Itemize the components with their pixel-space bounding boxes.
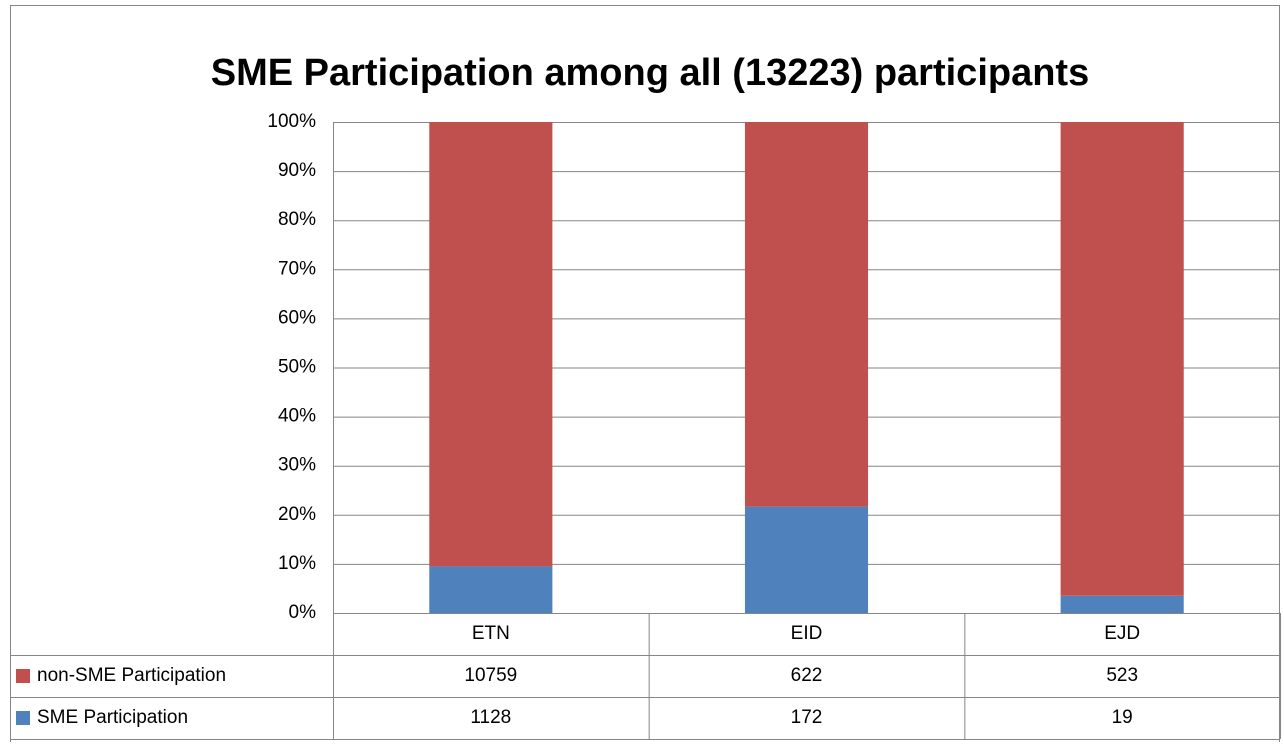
y-tick-label: 0% (289, 602, 317, 623)
y-tick-label: 80% (278, 209, 316, 230)
table-value: 622 (791, 665, 823, 686)
bar-segment (744, 122, 869, 507)
y-tick-label: 50% (278, 357, 316, 378)
table-value: 10759 (464, 665, 517, 686)
y-tick-label: 90% (278, 160, 316, 181)
x-tick-label: EID (791, 623, 823, 644)
y-tick-label: 20% (278, 504, 316, 525)
bar-segment (429, 566, 553, 613)
y-tick-label: 10% (278, 553, 316, 574)
y-tick-label: 100% (267, 111, 316, 132)
table-value: 523 (1106, 665, 1138, 686)
y-tick-label: 30% (278, 455, 316, 476)
x-tick-label: EJD (1104, 623, 1140, 644)
table-value: 19 (1112, 707, 1133, 728)
table-value: 1128 (470, 707, 511, 728)
legend-label: SME Participation (37, 707, 188, 728)
bar-segment (1060, 122, 1184, 596)
y-tick-label: 60% (278, 307, 316, 328)
legend-swatch (16, 711, 30, 725)
table-value: 172 (791, 707, 823, 728)
legend-label: non-SME Participation (37, 665, 226, 686)
y-tick-label: 70% (278, 258, 316, 279)
bar-segment (1060, 595, 1184, 613)
bar-segment (744, 506, 869, 613)
bar-segment (429, 122, 553, 567)
x-tick-label: ETN (472, 623, 510, 644)
y-tick-label: 40% (278, 406, 316, 427)
chart-title: SME Participation among all (13223) part… (211, 52, 1089, 94)
legend-swatch (16, 669, 30, 683)
